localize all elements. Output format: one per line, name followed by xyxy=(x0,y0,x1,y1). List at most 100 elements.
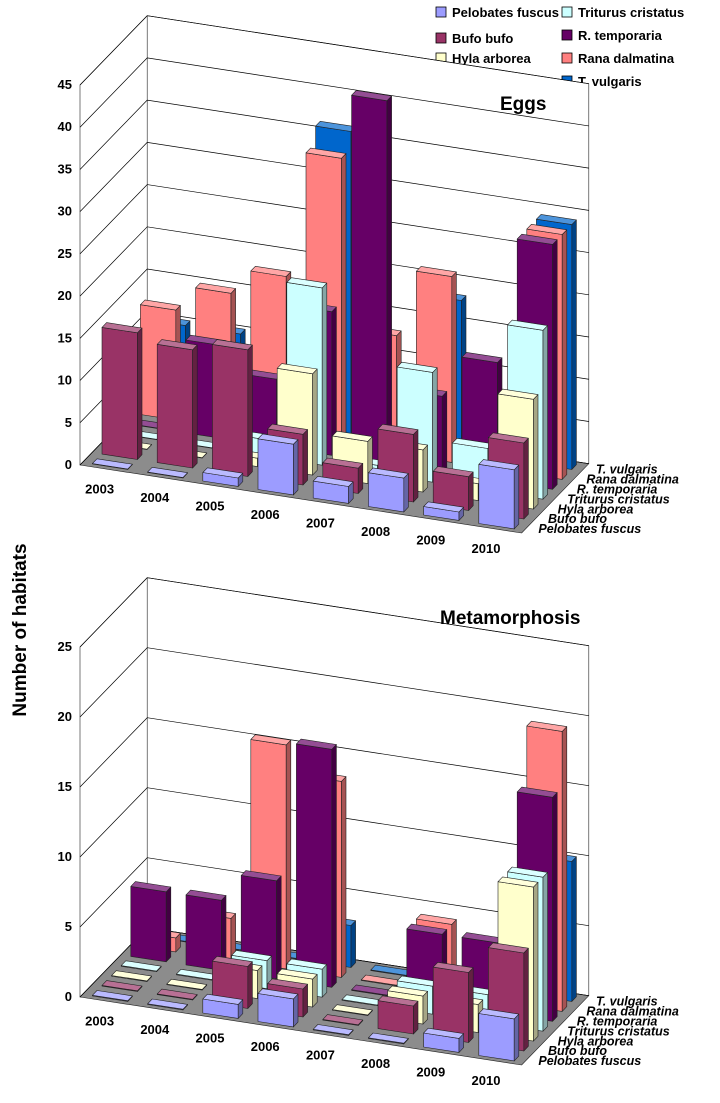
bar-side xyxy=(302,983,308,1018)
bar-top xyxy=(516,786,558,798)
depth-label-t-vulgaris: T. vulgaris xyxy=(596,463,658,477)
bar-side xyxy=(468,967,474,1043)
bar-side xyxy=(293,439,299,496)
depth-label-triturus-cristatus: Triturus cristatus xyxy=(567,1024,670,1038)
bar-r-temporaria-2004 xyxy=(185,889,227,971)
bar-side xyxy=(321,282,328,466)
bar-top xyxy=(497,388,539,400)
bar-top xyxy=(195,282,236,294)
bar-side xyxy=(542,325,548,500)
bar-side xyxy=(165,886,172,963)
eggs-chart: 0 5 10 15 20 25 30 35 40 45 2003 2004 2005 2006 2007 20… xyxy=(58,15,679,556)
x-tick-label: 2003 xyxy=(85,481,114,496)
bar-top xyxy=(322,1014,364,1026)
gridline xyxy=(79,184,589,255)
bar-top xyxy=(478,1008,520,1020)
bar-bufo-bufo-2004 xyxy=(156,988,198,1001)
bar-side xyxy=(552,239,558,490)
bar-top xyxy=(101,980,143,992)
bar-pelobates-fuscus-2005 xyxy=(202,467,244,487)
bar-top xyxy=(185,889,227,901)
bar-side xyxy=(542,872,548,1032)
y-tick-label: 10 xyxy=(58,373,72,388)
bar-pelobates-fuscus-2009 xyxy=(423,1027,464,1053)
bar-pelobates-fuscus-2004 xyxy=(147,998,188,1011)
bar-top xyxy=(526,224,568,235)
bar-top xyxy=(526,720,568,732)
bar-top xyxy=(396,361,438,373)
depth-label-hyla-arborea: Hyla arborea xyxy=(558,1034,634,1048)
bar-front xyxy=(377,1000,414,1035)
bar-top xyxy=(111,970,152,982)
bar-side xyxy=(561,229,568,480)
bar-top xyxy=(140,299,181,311)
y-tick-label: 5 xyxy=(65,415,72,430)
y-tick-label: 25 xyxy=(58,639,72,654)
bar-top xyxy=(416,913,457,925)
bar-top xyxy=(130,881,172,893)
bar-top xyxy=(166,978,208,990)
chart-title: Metamorphosis xyxy=(440,608,580,629)
bar-top xyxy=(497,876,539,888)
gridline xyxy=(79,15,589,86)
y-tick-label: 10 xyxy=(58,849,72,864)
bar-top xyxy=(286,958,328,970)
bar-side xyxy=(422,444,428,493)
bar-top xyxy=(267,423,308,435)
bar-top xyxy=(147,998,188,1010)
bar-front xyxy=(212,344,249,477)
bar-top xyxy=(332,430,373,442)
gridline xyxy=(79,99,589,170)
x-tick-label: 2005 xyxy=(196,498,225,513)
bar-r-temporaria-2003 xyxy=(130,881,172,963)
depth-label-bufo-bufo: Bufo bufo xyxy=(548,1044,607,1058)
chart-title: Eggs xyxy=(500,94,546,115)
bar-side xyxy=(441,391,448,473)
bar-top xyxy=(312,1024,354,1035)
bar-pelobates-fuscus-2008 xyxy=(368,1032,409,1045)
bar-top xyxy=(368,1032,409,1044)
bar-bufo-bufo-2003 xyxy=(101,980,143,992)
legend-item-r-temporaria: R. temporaria xyxy=(561,28,663,43)
y-axis-label: Number of habitats xyxy=(10,543,31,716)
bar-top xyxy=(312,475,354,487)
depth-label-hyla-arborea: Hyla arborea xyxy=(558,502,634,516)
bar-side xyxy=(192,344,198,469)
bar-pelobates-fuscus-2004 xyxy=(147,466,188,479)
y-tick-label: 45 xyxy=(58,77,72,92)
bar-front xyxy=(478,1013,515,1062)
bar-top xyxy=(432,961,474,973)
legend-swatch xyxy=(561,52,573,64)
bar-pelobates-fuscus-2009 xyxy=(423,501,464,521)
bar-top xyxy=(507,319,548,331)
bar-r-temporaria-2006 xyxy=(296,738,337,988)
legend-item-bufo-bufo: Bufo bufo xyxy=(435,31,513,46)
bar-top xyxy=(202,467,244,479)
y-tick-label: 30 xyxy=(58,204,72,219)
x-tick-label: 2007 xyxy=(306,515,335,530)
bar-side xyxy=(357,463,364,494)
bar-top xyxy=(286,277,328,289)
gridline xyxy=(79,787,589,858)
bar-pelobates-fuscus-2007 xyxy=(312,475,354,504)
bar-top xyxy=(406,923,448,935)
legend-label: T. vulgaris xyxy=(578,74,642,89)
bar-pelobates-fuscus-2007 xyxy=(312,1024,354,1036)
bar-side xyxy=(276,875,282,980)
bar-top xyxy=(276,363,318,375)
bar-top xyxy=(387,985,428,997)
bar-side xyxy=(247,961,253,1009)
depth-label-triturus-cristatus: Triturus cristatus xyxy=(567,492,670,506)
bar-front xyxy=(130,886,167,963)
bar-side xyxy=(293,993,299,1028)
bar-side xyxy=(523,947,529,1052)
legend-label: Triturus cristatus xyxy=(578,5,684,20)
bar-front xyxy=(156,343,193,469)
bar-pelobates-fuscus-2008 xyxy=(368,467,409,513)
y-tick-label: 20 xyxy=(58,288,72,303)
y-tick-label: 0 xyxy=(65,457,72,472)
legend-label: Pelobates fuscus xyxy=(452,5,559,20)
bar-top xyxy=(276,968,318,980)
bars xyxy=(92,90,577,530)
x-tick-label: 2006 xyxy=(251,1039,280,1054)
